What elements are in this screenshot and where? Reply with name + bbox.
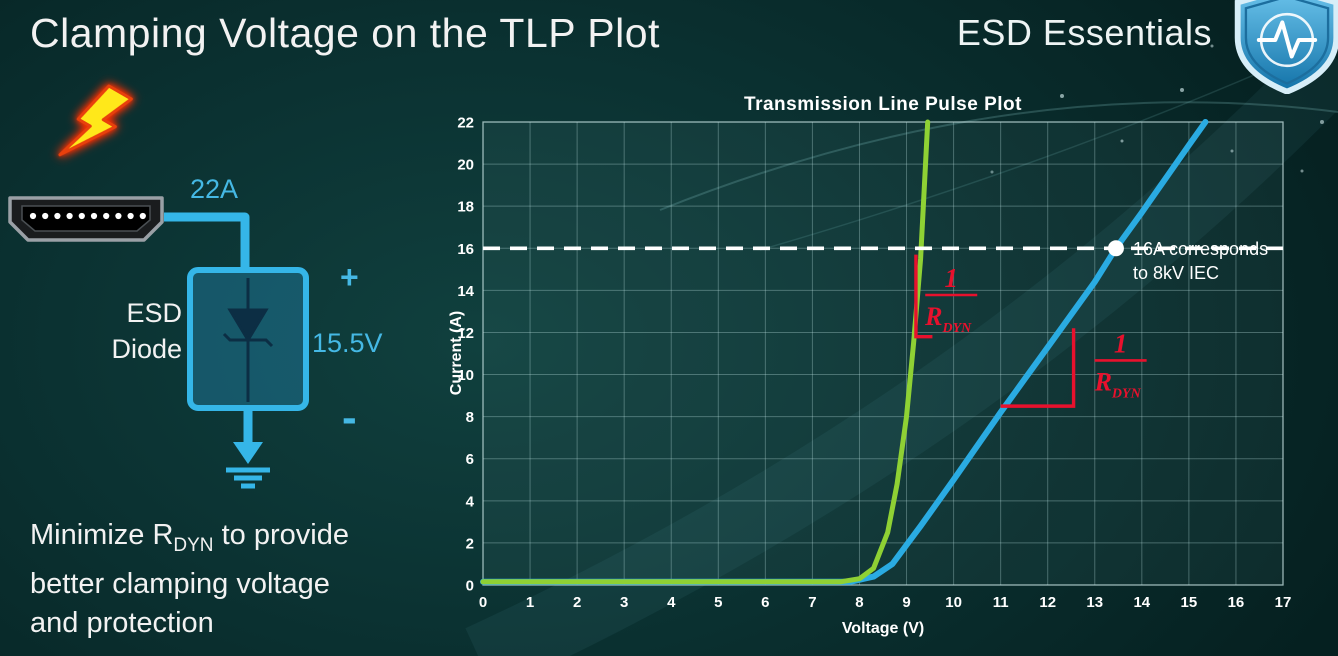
x-tick: 5 [714,594,722,611]
marker-annotation-line1: 16A corresponds [1133,239,1268,259]
fraction-numerator: 1 [1114,328,1128,358]
y-tick: 0 [466,578,474,595]
lightning-bolt-icon [58,84,133,157]
esd-label-line1: ESD [126,298,182,328]
x-tick: 0 [479,594,487,611]
note-line3: and protection [30,606,214,639]
tick-labels: 0 1 2 3 4 5 6 7 8 9 10 11 12 13 14 15 16 1702468101214161… [457,115,1291,612]
esd-diagram: 22A ESD Diode + 15.5V - [8,84,383,489]
x-tick: 8 [855,594,863,611]
x-tick: 2 [573,594,581,611]
x-tick: 12 [1039,594,1056,611]
fraction-denominator: RDYN [1094,367,1142,401]
y-tick: 14 [457,283,474,300]
clamp-voltage-label: 15.5V [312,328,383,358]
wire [164,212,250,272]
y-axis-title: Current (A) [448,311,465,395]
plot-area [483,122,1283,585]
tvs-diode-symbol-icon [222,278,274,402]
y-tick: 18 [457,199,474,216]
chart-labels: Transmission Line Pulse Plot Voltage (V)… [448,94,1268,637]
note-line1: Minimize RDYN to provide [30,519,349,556]
x-tick: 11 [993,594,1009,611]
tlp-chart: 0 1 2 3 4 5 6 7 8 9 10 11 12 13 14 15 16 17 0 2 4 6 8 10 12 14 16 1… [445,85,1325,656]
shield-logo-icon [1234,0,1338,94]
x-tick: 15 [1181,594,1198,611]
x-axis-title: Voltage (V) [842,620,924,637]
slope-indicator [914,254,933,339]
note-text: Minimize RDYN to provide better clamping… [30,516,349,643]
x-tick: 1 [526,594,534,611]
ground-icon [226,408,270,489]
marker-16A [1107,240,1124,257]
x-tick: 16 [1228,594,1245,611]
y-tick: 8 [466,409,474,426]
x-tick: 3 [620,594,628,611]
note-line2: better clamping voltage [30,567,330,600]
x-tick: 9 [902,594,910,611]
x-tick: 10 [945,594,962,611]
y-tick: 20 [457,157,474,174]
y-tick: 22 [457,115,474,132]
plus-sign: + [340,259,359,295]
y-tick: 4 [466,493,475,510]
surge-current-label: 22A [190,174,238,204]
slope-annotation-0: 1 RDYN [914,254,978,339]
y-tick: 6 [466,451,474,468]
fraction-denominator: RDYN [924,302,972,336]
x-tick: 6 [761,594,769,611]
minus-sign: - [342,393,357,442]
y-tick: 16 [457,241,474,258]
brand-title: ESD Essentials [956,12,1212,53]
hdmi-connector-icon [8,196,164,242]
y-tick: 2 [466,535,474,552]
fraction-numerator: 1 [944,263,958,293]
x-tick: 14 [1133,594,1150,611]
slope-annotation-1: 1 RDYN [1000,328,1147,408]
y-tick: 10 [457,367,474,384]
plot-border [482,121,1284,586]
marker-annotation-line2: to 8kV IEC [1133,263,1219,283]
x-tick: 13 [1086,594,1103,611]
series-line-0 [480,119,1209,585]
x-tick: 17 [1275,594,1292,611]
chart-title: Transmission Line Pulse Plot [744,94,1022,115]
page-title: Clamping Voltage on the TLP Plot [30,10,660,56]
x-tick: 4 [667,594,676,611]
slope-indicator [1000,328,1076,408]
x-tick: 7 [808,594,816,611]
y-tick: 12 [457,325,474,342]
esd-label-line2: Diode [111,334,182,364]
